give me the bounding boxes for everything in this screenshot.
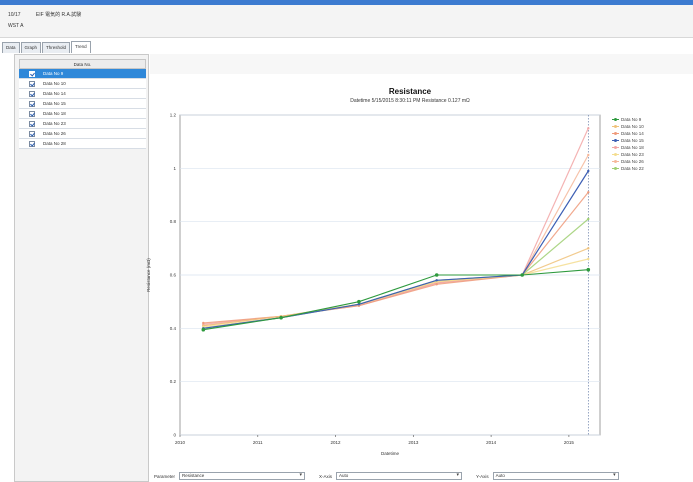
data-point: [202, 322, 204, 324]
parameter-select[interactable]: Resistance: [179, 472, 305, 480]
y-tick-label: 0.6: [170, 273, 177, 278]
data-point: [357, 300, 361, 304]
x-tick-label: 2010: [175, 440, 186, 445]
legend-item: Data No 26: [612, 158, 682, 165]
x-tick-label: 2012: [331, 440, 342, 445]
data-point: [202, 328, 206, 332]
x-axis-title: Datetime: [381, 451, 400, 456]
chart-legend: Data No 9 Data No 10 Data No 14 Data No 15 D…: [612, 116, 682, 172]
legend-item: Data No 10: [612, 123, 682, 130]
y-axis-title: Resistance (mΩ): [146, 258, 151, 292]
legend-item: Data No 22: [612, 165, 682, 172]
data-point: [436, 279, 438, 281]
data-point: [587, 247, 589, 249]
data-point: [436, 283, 438, 285]
data-point: [587, 268, 591, 272]
x-tick-label: 2011: [253, 440, 263, 445]
data-point: [587, 127, 589, 129]
legend-item: Data No 9: [612, 116, 682, 123]
y-tick-label: 0.4: [170, 326, 177, 331]
legend-swatch: [612, 154, 619, 155]
legend-swatch: [612, 168, 619, 169]
y-tick-label: 0.2: [170, 379, 177, 384]
data-point: [587, 218, 589, 220]
axis-controls: Parameter Resistance X-Axis Auto Y-Axis …: [150, 470, 693, 482]
y-tick-label: 1: [173, 166, 176, 171]
data-point: [279, 316, 283, 320]
legend-item: Data No 23: [612, 151, 682, 158]
legend-swatch: [612, 133, 619, 134]
y-tick-label: 0.8: [170, 219, 177, 224]
legend-label: Data No 15: [621, 138, 644, 143]
data-point: [587, 170, 589, 172]
y-tick-label: 0: [173, 433, 176, 438]
legend-swatch: [612, 147, 619, 148]
legend-label: Data No 22: [621, 166, 644, 171]
y-axis-label: Y-Axis: [476, 474, 489, 479]
y-tick-label: 1.2: [170, 113, 177, 118]
legend-label: Data No 9: [621, 117, 641, 122]
legend-label: Data No 18: [621, 145, 644, 150]
legend-swatch: [612, 126, 619, 127]
y-axis-select[interactable]: Auto: [493, 472, 619, 480]
legend-swatch: [612, 119, 619, 120]
legend-item: Data No 15: [612, 137, 682, 144]
x-tick-label: 2015: [564, 440, 575, 445]
x-axis-label: X-Axis: [319, 474, 332, 479]
data-point: [587, 191, 589, 193]
legend-label: Data No 14: [621, 131, 644, 136]
x-tick-label: 2013: [408, 440, 419, 445]
data-point: [520, 273, 524, 277]
legend-label: Data No 10: [621, 124, 644, 129]
data-point: [587, 154, 589, 156]
legend-label: Data No 26: [621, 159, 644, 164]
data-point: [587, 258, 589, 260]
legend-label: Data No 23: [621, 152, 644, 157]
legend-swatch: [612, 140, 619, 141]
legend-item: Data No 18: [612, 144, 682, 151]
parameter-label: Parameter: [154, 474, 175, 479]
legend-item: Data No 14: [612, 130, 682, 137]
x-tick-label: 2014: [486, 440, 497, 445]
x-axis-select[interactable]: Auto: [336, 472, 462, 480]
legend-swatch: [612, 161, 619, 162]
data-point: [435, 273, 439, 277]
